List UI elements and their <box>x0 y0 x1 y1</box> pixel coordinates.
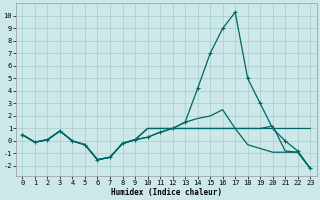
X-axis label: Humidex (Indice chaleur): Humidex (Indice chaleur) <box>111 188 222 197</box>
